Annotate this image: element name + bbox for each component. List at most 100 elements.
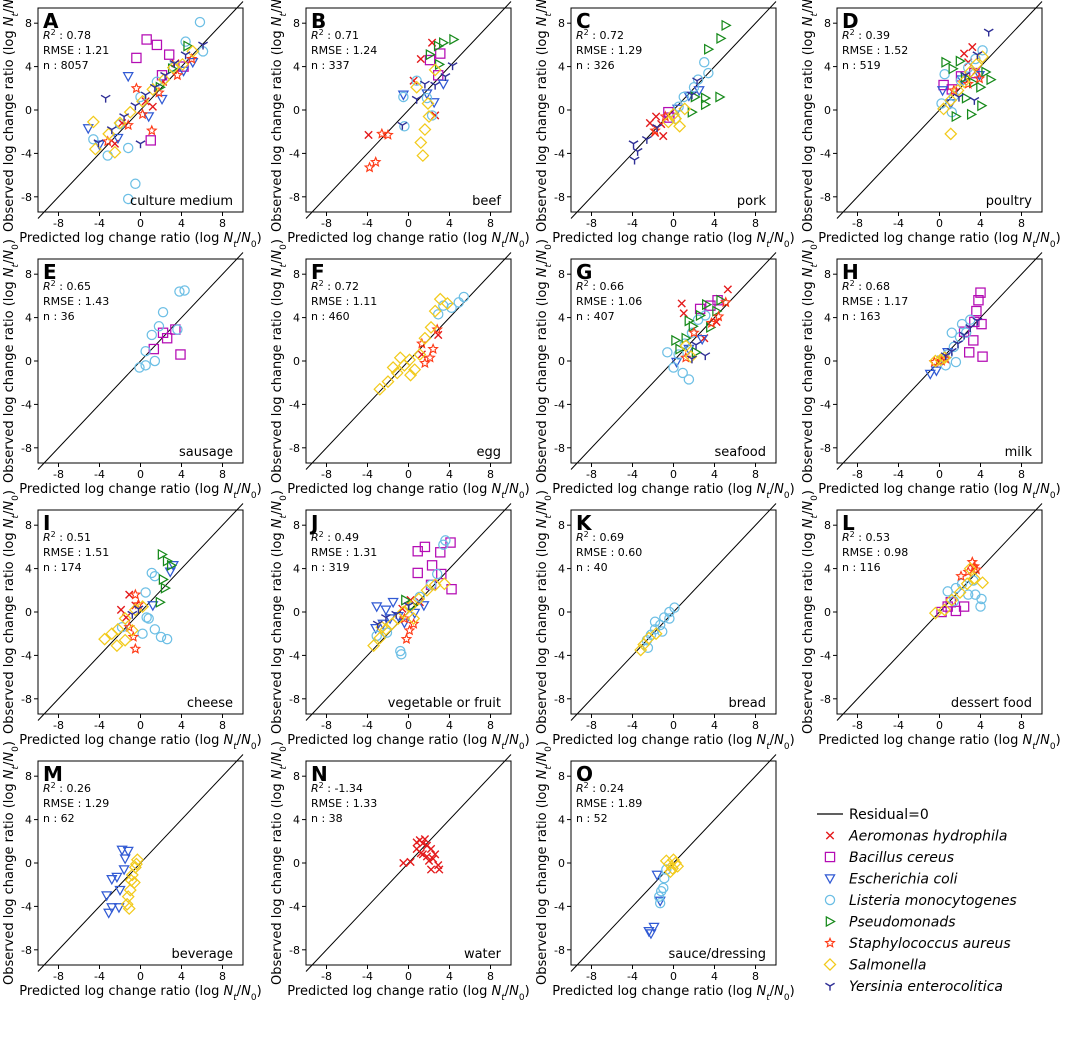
r2-stat: R2 : 0.66 [576, 279, 624, 294]
rmse-stat: RMSE : 1.29 [576, 44, 642, 57]
residual-zero-line [37, 252, 244, 470]
data-point [960, 71, 971, 80]
x-tick-label: 4 [446, 217, 453, 230]
legend-marker-icon [824, 936, 836, 948]
data-point [668, 362, 679, 373]
x-tick-label: 0 [137, 719, 144, 732]
x-axis-label: Predicted log change ratio (log Nt/N0) [287, 984, 529, 1003]
n-stat: n : 36 [43, 310, 75, 323]
data-point [149, 83, 160, 92]
data-point [166, 559, 178, 572]
data-point [180, 36, 191, 47]
data-point [659, 131, 668, 141]
data-point [120, 897, 134, 911]
data-points [367, 535, 457, 660]
data-point [955, 55, 966, 67]
y-tick-label: -4 [820, 398, 831, 411]
x-tick-label: 0 [405, 970, 412, 983]
data-point [957, 75, 971, 89]
rmse-value: 0.98 [884, 546, 909, 559]
data-point [712, 305, 723, 317]
data-point [691, 341, 702, 350]
data-point [102, 127, 116, 141]
y-tick-label: 4 [558, 563, 565, 576]
r2-stat: R2 : 0.72 [576, 28, 624, 43]
x-tick-label: 8 [487, 970, 494, 983]
y-tick-label: 8 [25, 770, 32, 783]
n-value: 40 [594, 561, 608, 574]
data-point [946, 347, 957, 356]
y-tick-label: -8 [289, 693, 300, 706]
data-point [136, 108, 149, 120]
data-point [930, 366, 943, 377]
data-point [100, 94, 111, 103]
y-tick-label: -4 [554, 147, 565, 160]
rmse-stat: RMSE : 1.24 [311, 44, 377, 57]
r2-stat: R2 : 0.51 [43, 530, 91, 545]
data-point [422, 110, 436, 123]
data-point [934, 353, 948, 367]
x-tick-label: 4 [977, 217, 984, 230]
y-tick-label: -8 [21, 693, 32, 706]
data-point [958, 601, 970, 612]
data-point [113, 903, 125, 914]
data-point [966, 555, 979, 568]
data-point [149, 355, 161, 367]
data-point [175, 349, 186, 360]
data-point [418, 601, 430, 612]
r2-value: 0.72 [599, 29, 624, 42]
data-point [928, 606, 942, 620]
x-tick-label: 0 [670, 217, 677, 230]
y-tick-label: 0 [824, 355, 831, 368]
panel-food-label: dessert food [951, 696, 1032, 711]
r2-stat: R2 : 0.69 [576, 530, 624, 545]
n-value: 174 [61, 561, 82, 574]
r2-stat: R2 : 0.72 [311, 279, 359, 294]
data-point [411, 75, 422, 86]
rmse-stat: RMSE : 1.17 [842, 295, 908, 308]
data-point [424, 856, 434, 866]
data-point [654, 897, 666, 909]
x-tick-label: 4 [178, 970, 185, 983]
data-point [419, 357, 431, 369]
data-point [667, 107, 680, 121]
y-axis-label: Observed log change ratio (log Nt/N0) [535, 490, 554, 734]
data-point [380, 614, 391, 623]
n-stat: n : 337 [311, 59, 350, 72]
x-tick-label: 0 [137, 468, 144, 481]
data-point [390, 366, 404, 380]
data-point [157, 73, 171, 87]
data-point [665, 861, 679, 875]
data-point [972, 317, 983, 326]
data-point [962, 565, 974, 577]
legend-item-label: Staphylococcus aureus [849, 936, 1011, 952]
panel-letter: L [842, 511, 855, 535]
data-point [161, 332, 173, 344]
n-value: 407 [594, 310, 615, 323]
data-point [426, 560, 438, 571]
x-tick-label: -4 [94, 970, 105, 983]
x-tick-label: -8 [321, 468, 332, 481]
data-point [628, 140, 639, 149]
data-point [130, 102, 141, 111]
data-point [426, 110, 438, 121]
y-tick-label: 4 [293, 814, 300, 827]
n-value: 319 [329, 561, 350, 574]
y-tick-label: 8 [558, 17, 565, 30]
data-point [403, 624, 416, 636]
y-tick-label: 0 [293, 355, 300, 368]
data-point [163, 49, 175, 60]
rmse-value: 1.11 [353, 295, 378, 308]
data-points [373, 291, 470, 396]
rmse-stat: RMSE : 1.31 [311, 546, 377, 559]
data-point [114, 885, 126, 897]
y-tick-label: 4 [824, 312, 831, 325]
data-point [447, 62, 458, 71]
x-tick-label: -4 [362, 468, 373, 481]
panel-letter: A [43, 9, 59, 33]
